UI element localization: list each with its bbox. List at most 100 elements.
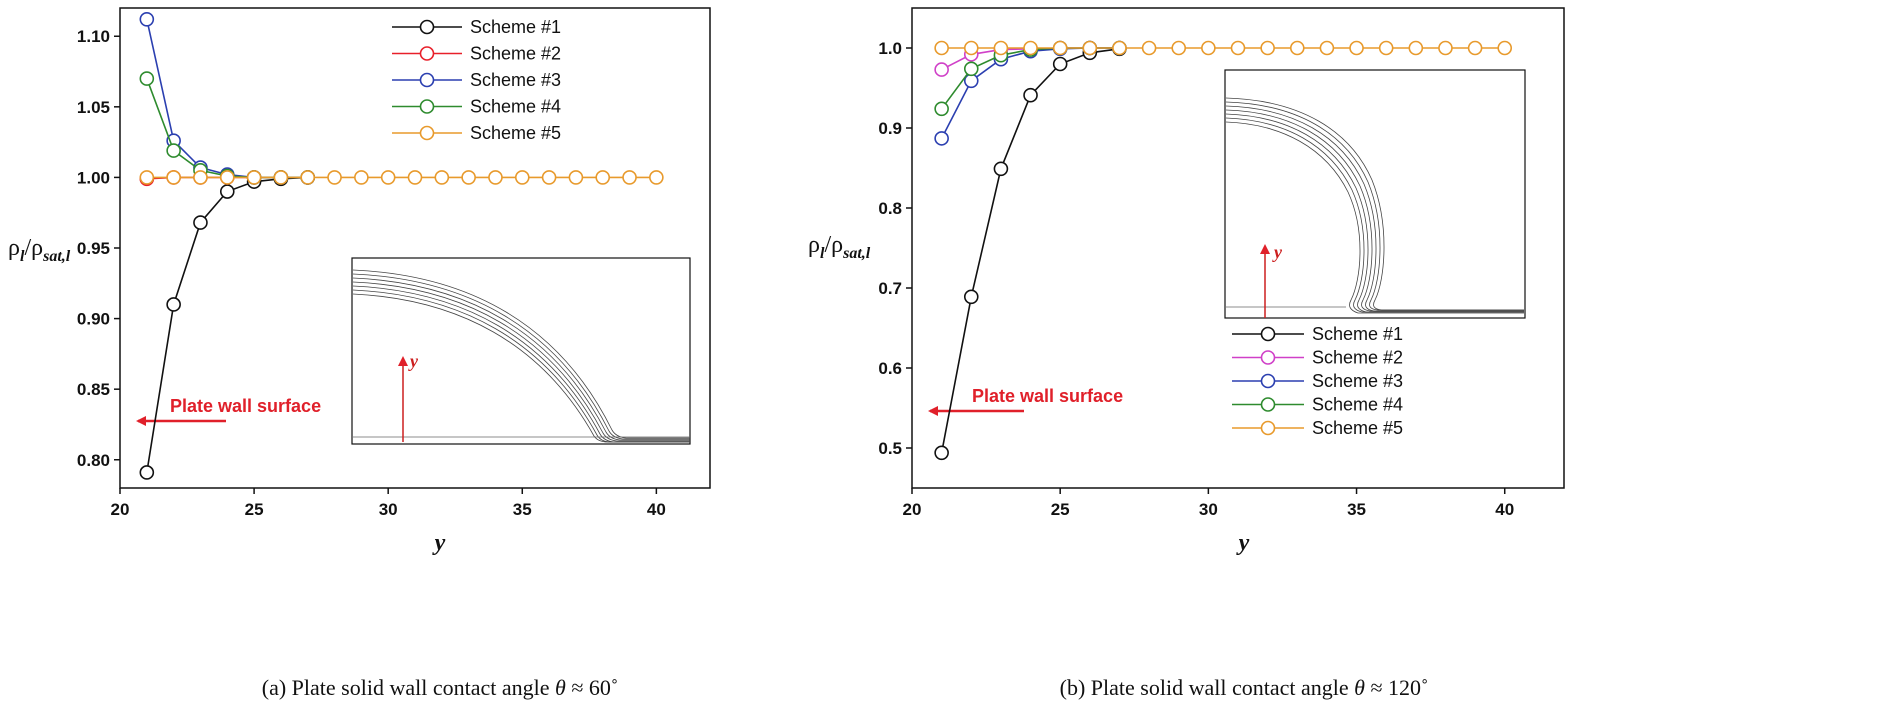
panel-a-legend-scheme-2-marker (419, 46, 435, 61)
panel-b-ytick-label: 0.5 (878, 439, 902, 458)
panel-b-scheme-2-point (934, 62, 949, 77)
panel-b-inset-contours (1225, 97, 1524, 314)
panel-a-scheme-5-point (354, 170, 369, 185)
panel-b-ytick-label: 0.7 (878, 279, 902, 298)
panel-b-scheme-1-point (993, 161, 1009, 177)
panel-b: 20 25 30 35 40 0.5 0.6 0.7 0.8 0.9 1.0 y ρl/ρsat,l… (808, 7, 1565, 700)
panel-b-inset-y-label: y (1272, 242, 1283, 262)
panel-b-legend-scheme-1-label: Scheme #1 (1312, 324, 1403, 344)
panel-a-scheme-1-point (193, 215, 208, 230)
panel-b-xtick-label: 35 (1347, 500, 1366, 519)
panel-b-scheme-1-point (1052, 56, 1068, 72)
panel-b-ytick-label: 1.0 (878, 39, 902, 58)
panel-a-scheme-5-point (166, 170, 181, 185)
panel-b-xtick-label: 20 (903, 500, 922, 519)
panel-b-scheme-5-point (1082, 40, 1098, 56)
panel-b-scheme-5-point (1201, 40, 1216, 56)
panel-a-scheme-4-point (166, 143, 181, 158)
panel-b-ytick-label: 0.8 (878, 199, 902, 218)
panel-b-scheme-1-point (1023, 87, 1038, 103)
panel-a-scheme-5-point (139, 170, 155, 185)
panel-a-legend-scheme-5-marker (419, 125, 435, 141)
panel-b-legend-scheme-5-marker (1260, 420, 1276, 436)
panel-b-scheme-5-point (1467, 40, 1483, 56)
panel-a-scheme-5-point (327, 170, 342, 185)
panel-b-legend-scheme-3-marker (1260, 373, 1276, 389)
panel-b-xtick-label: 30 (1199, 500, 1218, 519)
panel-a-scheme-5-point (568, 170, 584, 185)
panel-a-scheme-1-point (166, 297, 181, 312)
panel-b-legend-scheme-4-marker (1260, 397, 1276, 412)
panel-a-legend-scheme-2-label: Scheme #2 (470, 44, 561, 64)
panel-b-ylabel: ρl/ρsat,l (808, 232, 871, 262)
panel-b-legend-scheme-3-label: Scheme #3 (1312, 371, 1403, 391)
panel-a-ytick-label: 0.80 (77, 451, 110, 470)
panel-b-scheme-4-point (963, 61, 979, 77)
panel-a-scheme-4-point (139, 71, 155, 86)
panel-b-xlabel: y (1236, 530, 1250, 556)
panel-b-scheme-5-point (1171, 40, 1187, 56)
panel-a-legend-scheme-4-label: Scheme #4 (470, 97, 561, 117)
panel-b-caption: (b) Plate solid wall contact angle θ ≈ 1… (1060, 675, 1429, 700)
panel-a-scheme-5-point (246, 170, 262, 185)
panel-b-legend: Scheme #1 Scheme #2 Scheme #3 Scheme #4 Sche… (1232, 324, 1403, 438)
panel-b-legend-scheme-2-label: Scheme #2 (1312, 348, 1403, 368)
panel-a-legend-scheme-3-label: Scheme #3 (470, 70, 561, 90)
panel-a-xlabel: y (432, 530, 446, 556)
panel-a-scheme-5-point (193, 170, 208, 185)
panel-a-scheme-5-point (461, 170, 476, 185)
panel-b-wall-annotation: Plate wall surface (972, 386, 1123, 406)
panel-a-scheme-5-point (380, 170, 396, 185)
panel-a-scheme-5-point (434, 170, 450, 185)
panel-a-ytick-label: 1.00 (77, 168, 110, 187)
panel-b-scheme-5-point (1023, 40, 1038, 56)
panel-a-scheme-5-point (273, 170, 289, 185)
panel-b-inset-frame (1224, 69, 1526, 319)
panel-b-scheme-5-point (1408, 40, 1424, 56)
panel-b-xtick-label: 40 (1495, 500, 1514, 519)
panel-b-ytick-label: 0.6 (878, 359, 902, 378)
panel-b-series (934, 40, 1513, 461)
panel-b-scheme-5-point (963, 40, 979, 56)
panel-a-scheme-1-point (219, 184, 235, 199)
panel-b-scheme-5-point (1141, 40, 1157, 56)
panel-b-scheme-5-point (993, 40, 1009, 56)
panel-a-scheme-3-point (139, 11, 155, 27)
panel-a-ytick-label: 1.05 (77, 98, 110, 117)
panel-b-legend-scheme-2-marker (1260, 350, 1276, 365)
panel-a-legend-scheme-1-label: Scheme #1 (470, 17, 561, 37)
panel-b-legend-scheme-5-label: Scheme #5 (1312, 418, 1403, 438)
panel-a-xtick-label: 20 (111, 500, 130, 519)
panel-b-scheme-5-point (1230, 40, 1246, 56)
panel-b-legend-scheme-4-label: Scheme #4 (1312, 395, 1403, 415)
panel-b-scheme-3-point (934, 131, 949, 146)
panel-b-scheme-5-point (1319, 40, 1335, 56)
panel-a-scheme-5-point (300, 170, 316, 185)
panel-a-ytick-label: 1.10 (77, 27, 110, 46)
panel-a-inset: y (351, 257, 691, 445)
panel-b-ticks: 20 25 30 35 40 0.5 0.6 0.7 0.8 0.9 1.0 (878, 39, 1514, 519)
panel-a-legend-scheme-3-marker (419, 72, 435, 88)
panel-b-ytick-label: 0.9 (878, 119, 902, 138)
panel-a-legend-scheme-1-marker (419, 19, 435, 35)
panel-b-scheme-5-point (1052, 40, 1068, 56)
panel-b-scheme-4-point (934, 101, 949, 117)
panel-a-legend-scheme-5-label: Scheme #5 (470, 123, 561, 143)
panel-b-scheme-5-point (1497, 40, 1513, 56)
panel-a-scheme-5-point (649, 170, 664, 185)
panel-a-scheme-5-point (541, 170, 557, 185)
panel-a-scheme-5-point (407, 170, 423, 185)
panel-a-xtick-label: 30 (379, 500, 398, 519)
panel-a-ticks: 20 25 30 35 40 0.80 0.85 0.90 0.95 1.00 1.05 1.10 (77, 27, 666, 519)
panel-a-scheme-5-point (622, 170, 637, 185)
panel-a-ytick-label: 0.90 (77, 310, 110, 329)
panel-a-legend-scheme-4-marker (419, 99, 435, 114)
panel-b-scheme-5-point (1378, 40, 1394, 56)
panel-b-scheme-1-point (963, 289, 979, 305)
panel-b-scheme-5-point (1349, 40, 1364, 56)
panel-a-inset-frame (351, 257, 691, 445)
panel-a-scheme-5-point (595, 170, 611, 185)
panel-b-scheme-5-point (1112, 40, 1127, 56)
panel-b-scheme-5-point (934, 40, 949, 56)
